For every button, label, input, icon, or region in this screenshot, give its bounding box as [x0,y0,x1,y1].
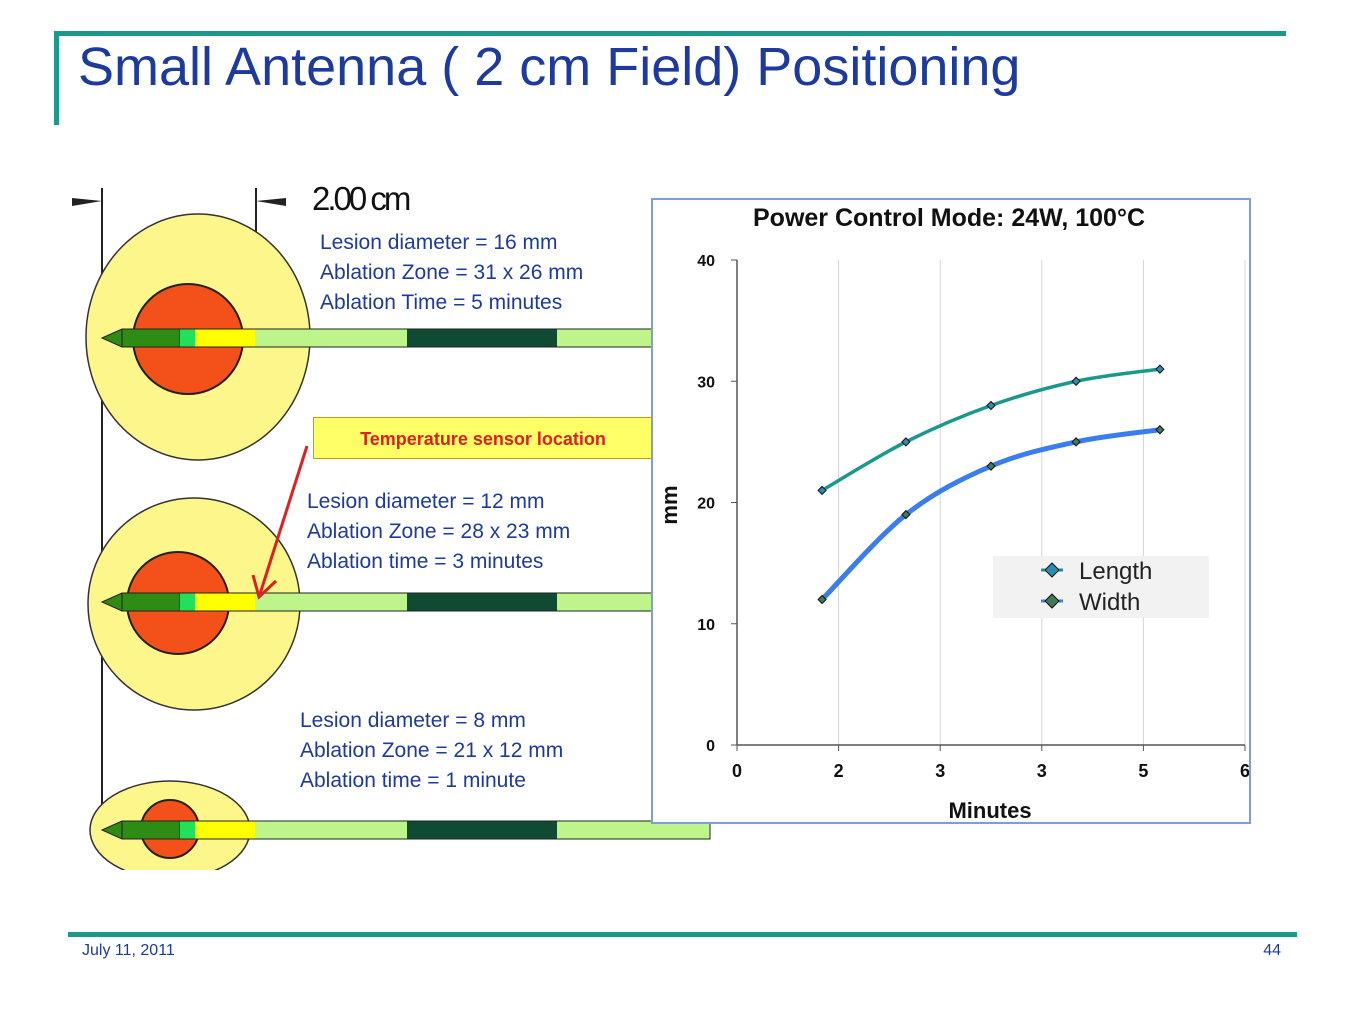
info-line: Ablation Zone = 28 x 23 mm [307,520,571,543]
footer-rule [68,932,1297,937]
series-line-length [821,367,1161,492]
series-layer [817,364,1165,605]
x-tick-label: 3 [935,761,945,781]
data-point-width [1071,437,1081,447]
legend-marker-length [1044,562,1060,578]
info-line: Lesion diameter = 8 mm [300,709,526,732]
data-point-length [986,400,996,411]
antenna-2 [87,497,711,711]
data-point-length [901,437,911,447]
y-tick-label: 0 [706,738,715,755]
footer-date: July 11, 2011 [82,942,175,959]
dimension-right-arrow [256,198,286,206]
y-tick-label: 10 [697,617,715,634]
grid-layer [838,260,1246,745]
header-rules [54,31,1286,125]
antenna-diagram [72,188,711,870]
x-tick-label: 0 [732,761,742,781]
y-tick-label: 20 [697,496,715,513]
info-line: Lesion diameter = 16 mm [320,231,558,254]
legend-box [993,556,1209,618]
footer-page-number: 44 [1263,942,1281,959]
data-point-width [901,509,911,520]
info-line: Ablation time = 3 minutes [307,550,544,573]
sensor-arrow-head [251,574,278,600]
sensor-callout: Temperature sensor location [313,417,653,459]
x-axis-label: Minutes [948,798,1031,822]
data-point-width [1155,425,1165,435]
x-tick-label: 2 [834,761,844,781]
antenna-1 [85,213,711,461]
y-axis-label: mm [657,485,682,524]
y-tick-label: 30 [697,374,715,391]
footer-rule-wrap [68,932,1297,937]
info-line: Lesion diameter = 12 mm [307,490,545,513]
info-block-2: Lesion diameter = 12 mm Ablation Zone = … [307,487,570,577]
info-line: Ablation Zone = 21 x 12 mm [300,739,564,762]
data-point-length [1071,376,1081,386]
legend-label-width: Width [1079,589,1140,616]
x-tick-label: 6 [1240,761,1249,781]
info-line: Ablation Time = 5 minutes [320,291,563,314]
info-block-1: Lesion diameter = 16 mm Ablation Zone = … [320,228,583,318]
info-line: Ablation Zone = 31 x 26 mm [320,261,584,284]
header-top-rule [56,31,1286,36]
legend-label-length: Length [1079,558,1152,585]
x-tick-label: 5 [1138,761,1148,781]
info-block-3: Lesion diameter = 8 mm Ablation Zone = 2… [300,706,563,796]
data-point-length [1155,364,1165,374]
x-tick-label: 3 [1037,761,1047,781]
dimension-left-arrow [72,198,102,206]
axis-layer [731,259,1246,751]
chart-title: Power Control Mode: 24W, 100°C [753,204,1145,232]
data-point-width [817,594,827,605]
dimension-label: 2.00 cm [312,180,411,217]
line-chart: Power Control Mode: 24W, 100°C mm Minute… [657,204,1250,823]
y-tick-label: 40 [697,253,715,270]
header-left-rule [54,31,59,125]
legend: Length Width [993,556,1209,618]
tick-layer: 0 2 3 3 5 6 0 10 20 30 40 [697,253,1250,781]
data-point-length [817,485,827,496]
page-title: Small Antenna ( 2 cm Field) Positioning [78,37,1021,97]
sensor-arrow [258,445,309,595]
chart-panel: Power Control Mode: 24W, 100°C mm Minute… [651,198,1251,824]
info-line: Ablation time = 1 minute [300,769,526,792]
data-point-width [986,461,996,471]
antenna-3 [89,780,711,870]
legend-marker-width [1044,593,1060,609]
